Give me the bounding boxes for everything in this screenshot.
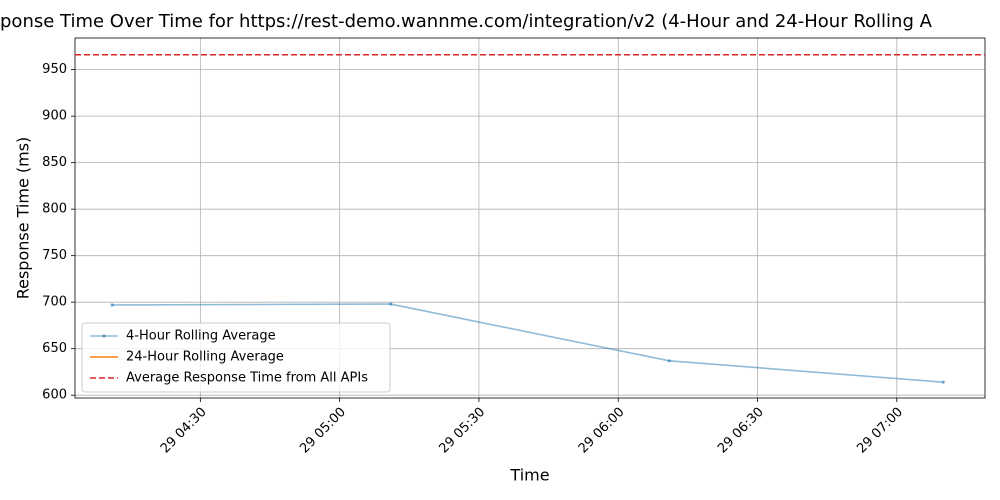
data-point	[389, 302, 393, 306]
x-tick-label: 29 06:00	[576, 405, 628, 457]
legend-label: 4-Hour Rolling Average	[126, 329, 276, 344]
x-tick-label: 29 07:00	[854, 405, 906, 457]
x-tick-label: 29 05:00	[297, 405, 349, 457]
data-point	[941, 380, 945, 384]
x-axis-label: Time	[509, 466, 549, 485]
legend-marker	[102, 334, 106, 338]
y-tick-label: 800	[42, 202, 67, 217]
data-point	[667, 359, 671, 363]
plot-frame	[74, 37, 986, 399]
x-tick-label: 29 06:30	[715, 405, 767, 457]
series-line	[112, 303, 944, 383]
legend-label: 24-Hour Rolling Average	[126, 350, 284, 365]
y-tick-label: 700	[42, 295, 67, 310]
y-tick-label: 900	[42, 109, 67, 124]
y-tick-label: 650	[42, 341, 67, 356]
x-tick-label: 29 05:30	[437, 405, 489, 457]
legend-box	[81, 322, 391, 393]
x-tick-label: 29 04:30	[158, 405, 210, 457]
chart-title: ponse Time Over Time for https://rest-de…	[0, 11, 933, 32]
y-axis-label: Response Time (ms)	[14, 137, 33, 300]
y-tick-label: 850	[42, 155, 67, 170]
legend-label: Average Response Time from All APIs	[126, 371, 368, 386]
y-tick-label: 600	[42, 388, 67, 403]
data-point	[110, 303, 114, 307]
legend: 4-Hour Rolling Average 24-Hour Rolling Av…	[81, 322, 391, 393]
y-tick-label: 750	[42, 248, 67, 263]
y-tick-label: 950	[42, 62, 67, 77]
